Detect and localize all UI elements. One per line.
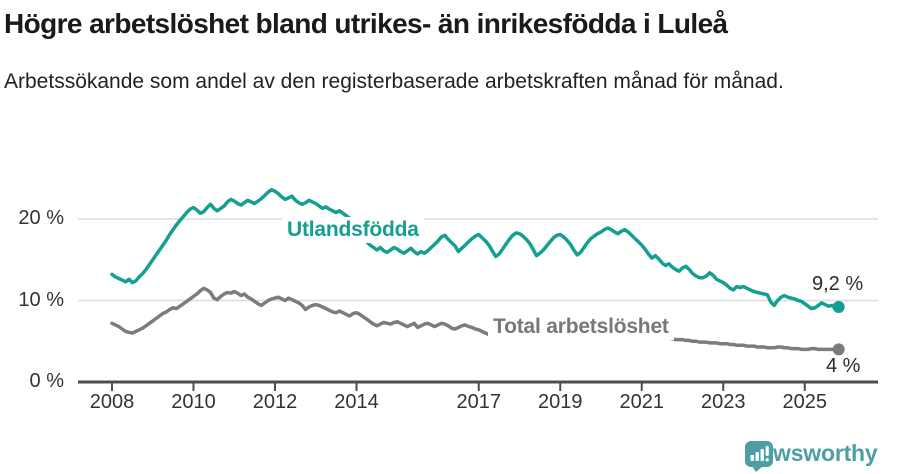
x-tick-label: 2014: [334, 391, 379, 413]
x-tick-label: 2010: [171, 391, 216, 413]
newsworthy-logo: Newsworthy: [744, 440, 878, 472]
utlandsfodda-line: [110, 187, 841, 311]
series-label-total-arbetsloshet: Total arbetslöshet: [488, 314, 674, 340]
newsworthy-logo-icon: [745, 441, 773, 472]
x-tick-label: 2023: [701, 391, 746, 413]
x-tick-label: 2019: [538, 391, 583, 413]
x-tick-label: 2008: [89, 391, 135, 413]
total-end-dot: [832, 343, 845, 356]
y-tick-label: 10 %: [18, 288, 64, 311]
y-tick-label: 20 %: [18, 207, 64, 229]
y-tick-label: 0 %: [29, 370, 64, 392]
x-tick-label: 2017: [456, 391, 502, 413]
x-tick-label: 2025: [782, 391, 828, 413]
total-arbetsloshet-line: [110, 286, 841, 352]
chart-title: Högre arbetslöshet bland utrikes- än inr…: [4, 8, 728, 39]
x-tick-label: 2021: [619, 391, 665, 413]
end-value-total: 4 %: [826, 355, 861, 377]
chart-subtitle: Arbetssökande som andel av den registerb…: [4, 70, 784, 93]
x-tick-label: 2012: [252, 391, 298, 413]
series-label-utlandsfodda: Utlandsfödda: [282, 217, 424, 243]
end-value-utlandsfodda: 9,2 %: [812, 273, 864, 295]
utlandsfodda-end-dot: [832, 301, 845, 313]
